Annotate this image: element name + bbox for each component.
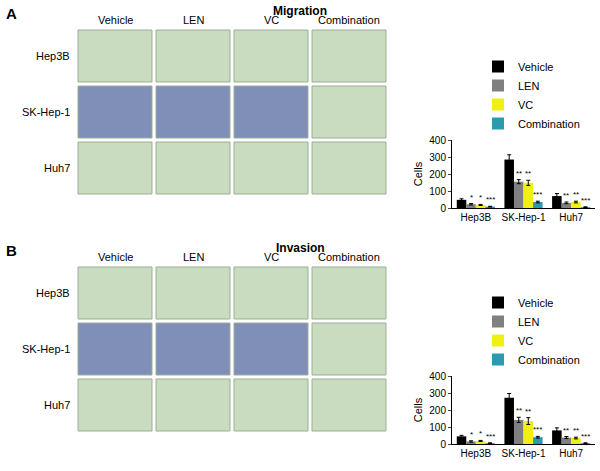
svg-text:SK-Hep-1: SK-Hep-1 — [502, 212, 546, 223]
svg-text:**: ** — [573, 426, 579, 435]
svg-text:Vehicle: Vehicle — [518, 297, 553, 309]
svg-text:400: 400 — [429, 371, 446, 382]
svg-text:**: ** — [563, 426, 569, 435]
svg-text:Vehicle: Vehicle — [518, 61, 553, 73]
svg-text:Huh7: Huh7 — [559, 448, 583, 459]
svg-text:100: 100 — [429, 422, 446, 433]
svg-text:Huh7: Huh7 — [44, 399, 70, 411]
svg-text:B: B — [6, 242, 17, 259]
svg-text:LEN: LEN — [183, 14, 204, 26]
svg-text:Combination: Combination — [518, 354, 580, 366]
svg-text:***: *** — [581, 432, 590, 441]
svg-text:LEN: LEN — [518, 80, 539, 92]
svg-text:SK-Hep-1: SK-Hep-1 — [502, 448, 546, 459]
svg-text:Cells: Cells — [412, 397, 424, 422]
svg-text:Huh7: Huh7 — [44, 162, 70, 174]
svg-text:*: * — [470, 193, 473, 202]
svg-text:VC: VC — [518, 335, 533, 347]
svg-text:SK-Hep-1: SK-Hep-1 — [22, 343, 70, 355]
svg-text:300: 300 — [429, 152, 446, 163]
svg-text:**: ** — [525, 407, 531, 416]
svg-text:Combination: Combination — [518, 118, 580, 130]
svg-text:0: 0 — [440, 439, 446, 450]
svg-text:***: *** — [581, 196, 590, 205]
svg-text:Hep3B: Hep3B — [461, 212, 492, 223]
svg-text:***: *** — [533, 425, 542, 434]
svg-text:*: * — [470, 430, 473, 439]
svg-text:400: 400 — [429, 135, 446, 146]
svg-text:Combination: Combination — [318, 14, 380, 26]
svg-text:200: 200 — [429, 169, 446, 180]
svg-text:Vehicle: Vehicle — [98, 251, 133, 263]
svg-text:**: ** — [563, 191, 569, 200]
svg-text:***: *** — [533, 190, 542, 199]
svg-text:LEN: LEN — [183, 251, 204, 263]
svg-text:VC: VC — [518, 99, 533, 111]
svg-text:Migration: Migration — [273, 4, 327, 18]
svg-text:Combination: Combination — [318, 251, 380, 263]
svg-text:*: * — [479, 193, 482, 202]
svg-text:Huh7: Huh7 — [559, 212, 583, 223]
svg-text:Vehicle: Vehicle — [98, 14, 133, 26]
svg-text:Hep3B: Hep3B — [461, 448, 492, 459]
svg-text:A: A — [6, 5, 17, 22]
svg-text:LEN: LEN — [518, 316, 539, 328]
svg-text:***: *** — [486, 432, 495, 441]
svg-text:**: ** — [516, 406, 522, 415]
svg-text:Cells: Cells — [412, 161, 424, 186]
svg-text:**: ** — [573, 190, 579, 199]
svg-text:Hep3B: Hep3B — [36, 287, 70, 299]
svg-text:**: ** — [516, 169, 522, 178]
svg-text:Hep3B: Hep3B — [36, 50, 70, 62]
svg-text:200: 200 — [429, 405, 446, 416]
svg-text:SK-Hep-1: SK-Hep-1 — [22, 106, 70, 118]
svg-text:0: 0 — [440, 203, 446, 214]
svg-text:VC: VC — [264, 14, 279, 26]
svg-text:Invasion: Invasion — [276, 241, 325, 255]
svg-text:VC: VC — [264, 251, 279, 263]
svg-text:100: 100 — [429, 186, 446, 197]
svg-text:***: *** — [486, 195, 495, 204]
svg-text:*: * — [479, 429, 482, 438]
svg-text:300: 300 — [429, 388, 446, 399]
svg-text:**: ** — [525, 169, 531, 178]
